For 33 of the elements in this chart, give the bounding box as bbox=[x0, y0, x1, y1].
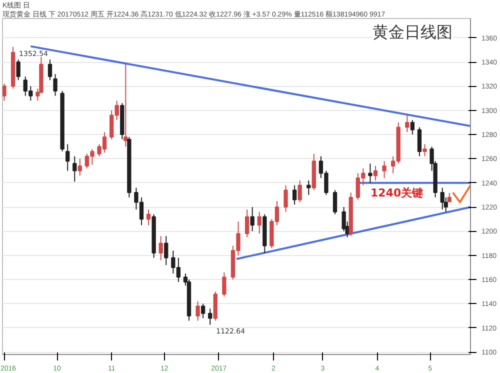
candlestick bbox=[292, 184, 297, 206]
candlestick bbox=[53, 74, 58, 96]
candlestick bbox=[298, 180, 302, 203]
candlestick bbox=[440, 187, 444, 210]
candlestick bbox=[208, 308, 212, 326]
candlestick bbox=[48, 59, 52, 81]
candlestick bbox=[164, 236, 168, 266]
candlestick bbox=[72, 156, 77, 182]
candlestick bbox=[2, 83, 6, 102]
candlestick bbox=[250, 206, 254, 232]
candlestick bbox=[382, 160, 386, 179]
chart-title: 黄金日线图 bbox=[372, 22, 452, 42]
candlestick bbox=[306, 180, 311, 196]
candlestick bbox=[78, 158, 82, 176]
candlestick bbox=[222, 272, 226, 297]
candlestick bbox=[257, 211, 262, 234]
candlestick bbox=[146, 208, 151, 226]
candlestick bbox=[66, 144, 70, 172]
candlestick bbox=[284, 184, 288, 212]
annotation: 1240关键 bbox=[370, 186, 424, 200]
candlestick bbox=[422, 144, 427, 157]
candlestick bbox=[196, 300, 200, 322]
candlestick bbox=[332, 190, 338, 215]
candlestick bbox=[405, 114, 410, 133]
candlestick bbox=[124, 64, 128, 148]
candlestick bbox=[158, 236, 163, 261]
candlestick bbox=[368, 163, 372, 184]
candlestick bbox=[200, 303, 206, 319]
candlestick bbox=[410, 120, 415, 136]
candlestick bbox=[244, 208, 250, 238]
candlestick bbox=[417, 126, 422, 157]
candlestick bbox=[16, 59, 20, 81]
candlestick bbox=[373, 165, 378, 181]
